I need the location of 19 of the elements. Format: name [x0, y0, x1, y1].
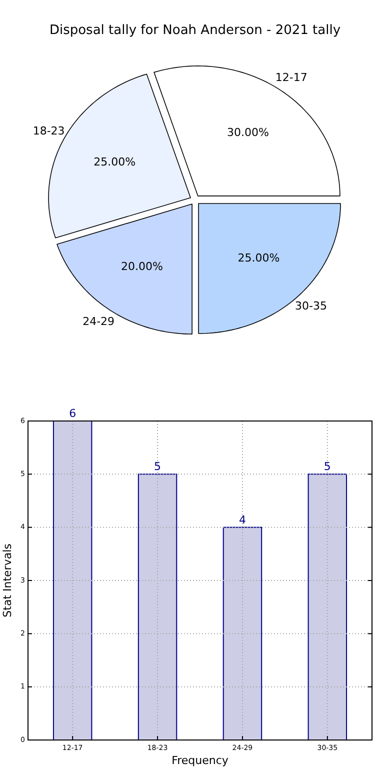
data-label: 30.00%	[227, 126, 269, 139]
data-label: 4	[238, 513, 246, 526]
bar	[222, 526, 262, 740]
data-label: 25.00%	[238, 252, 280, 265]
slice-label: 24-29	[82, 314, 115, 328]
bar	[308, 474, 348, 740]
x-axis-title: Frequency	[172, 754, 229, 767]
chart-title: Disposal tally for Noah Anderson - 2021 tally	[49, 23, 341, 38]
y-axis-title: Stat Intervals	[1, 543, 14, 618]
slice-label: 30-35	[295, 299, 327, 313]
slice-label: 18-23	[32, 124, 65, 138]
data-label: 25.00%	[94, 155, 136, 168]
data-label: 20.00%	[121, 260, 163, 274]
data-label: 5	[154, 460, 162, 474]
slice-label: 12-17	[275, 71, 308, 84]
bar	[52, 420, 92, 740]
data-label: 5	[324, 460, 331, 474]
bar	[138, 474, 178, 740]
data-label: 6	[69, 407, 76, 420]
